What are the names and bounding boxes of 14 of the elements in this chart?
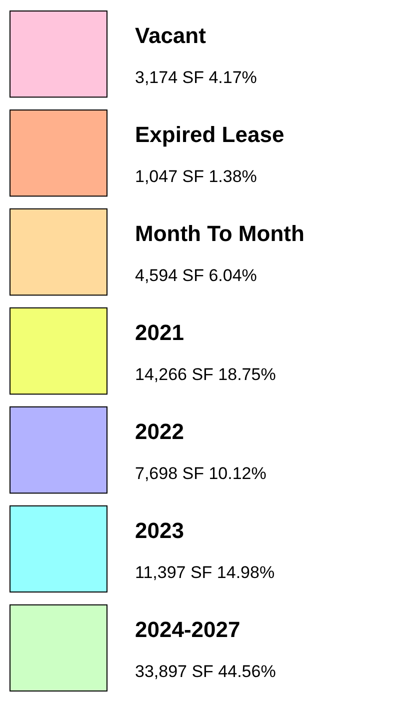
data-label: 7,698 SF 10.12% bbox=[135, 464, 266, 483]
category-label: 2021 bbox=[135, 320, 184, 345]
data-label: 1,047 SF 1.38% bbox=[135, 167, 257, 186]
category-label: 2022 bbox=[135, 419, 184, 444]
data-label: 4,594 SF 6.04% bbox=[135, 266, 257, 285]
data-label: 3,174 SF 4.17% bbox=[135, 68, 257, 88]
data-label: 33,897 SF 44.56% bbox=[135, 662, 276, 681]
category-label: 2023 bbox=[135, 518, 184, 543]
category-label: Month To Month bbox=[135, 221, 304, 246]
category-label: 2024-2027 bbox=[135, 616, 240, 642]
category-label: Vacant bbox=[135, 23, 207, 48]
data-label: 14,266 SF 18.75% bbox=[135, 365, 276, 384]
data-label: 11,397 SF 14.98% bbox=[135, 562, 275, 582]
category-label: Expired Lease bbox=[135, 122, 284, 148]
